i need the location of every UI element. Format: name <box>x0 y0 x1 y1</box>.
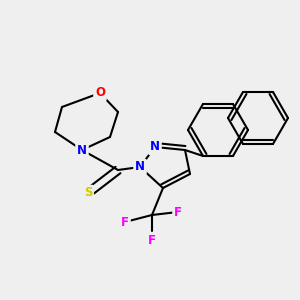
Text: N: N <box>135 160 145 173</box>
Text: F: F <box>174 206 182 218</box>
Text: F: F <box>121 215 129 229</box>
Text: O: O <box>95 86 105 100</box>
Text: S: S <box>84 187 92 200</box>
Text: N: N <box>150 140 160 154</box>
Text: F: F <box>148 233 156 247</box>
Text: N: N <box>77 143 87 157</box>
